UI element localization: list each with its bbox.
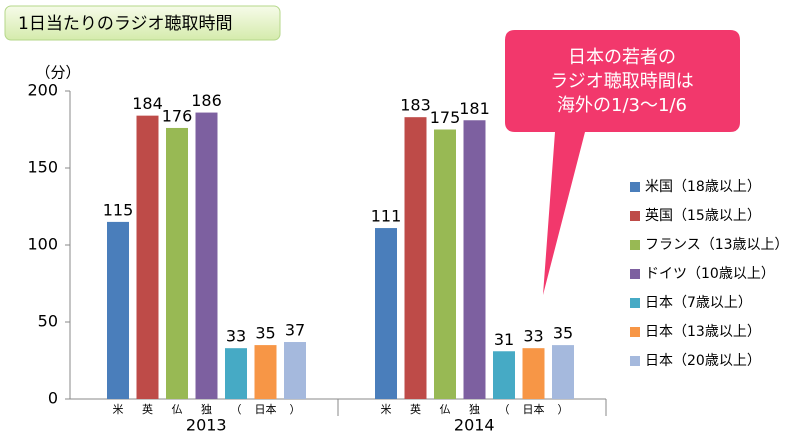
legend-swatch (630, 240, 640, 250)
legend-swatch (630, 182, 640, 192)
bar (166, 127, 188, 400)
x-tick-label: 2013 (186, 416, 227, 435)
legend-swatch (630, 269, 640, 279)
bar-label: （ (499, 403, 510, 416)
legend-label: ドイツ（10歳以上） (645, 266, 775, 282)
legend-label: 日本（13歳以上） (645, 324, 761, 340)
legend-swatch (630, 211, 640, 221)
data-label: 175 (430, 108, 461, 127)
bar-label: 英 (142, 402, 153, 416)
bar (522, 348, 545, 399)
bar (195, 112, 218, 399)
y-tick-label: 0 (48, 389, 58, 408)
bar (254, 345, 277, 399)
legend-label: 米国（18歳以上） (645, 179, 761, 195)
bar (375, 228, 397, 399)
bar (493, 351, 515, 399)
bar (463, 120, 486, 399)
data-label: 183 (400, 96, 431, 115)
bar-label: 独 (201, 403, 212, 416)
y-unit: （分） (35, 64, 80, 82)
data-label: 33 (226, 327, 246, 346)
data-label: 184 (132, 94, 163, 113)
legend-label: フランス（13歳以上） (645, 237, 789, 253)
bar (225, 348, 247, 399)
callout-text: 海外の1/3～1/6 (557, 95, 687, 116)
callout-text: 日本の若者の (568, 47, 676, 68)
y-tick-label: 100 (27, 235, 58, 254)
bar (107, 221, 129, 399)
legend-swatch (630, 298, 640, 308)
data-label: 115 (103, 200, 134, 219)
bar-label: （ (231, 403, 242, 416)
callout-text: ラジオ聴取時間は (550, 71, 694, 92)
bar-label: 米 (381, 403, 392, 416)
bar-label: 米 (113, 403, 124, 416)
legend-label: 日本（7歳以上） (645, 295, 752, 311)
bar-label: 日本 (255, 402, 277, 416)
data-label: 111 (371, 207, 402, 226)
bar-label: 日本 (523, 402, 545, 416)
y-tick-label: 50 (38, 312, 58, 331)
data-label: 176 (162, 106, 193, 125)
legend-swatch (630, 356, 640, 366)
data-label: 37 (285, 321, 305, 340)
bar (136, 115, 159, 399)
bar (552, 345, 574, 399)
legend-label: 英国（15歳以上） (645, 207, 761, 224)
data-label: 31 (494, 330, 514, 349)
title-box (4, 5, 281, 41)
bar (404, 117, 427, 400)
data-label: 181 (459, 99, 490, 118)
bar (284, 342, 306, 399)
data-label: 35 (255, 324, 275, 343)
legend-label: 日本（20歳以上） (645, 353, 761, 369)
data-label: 33 (523, 327, 543, 346)
bar (434, 129, 456, 399)
bar-label: ） (558, 403, 569, 416)
bar-label: 英 (410, 402, 421, 416)
chart-title: 1日当たりのラジオ聴取時間 (18, 14, 232, 34)
bar-label: 仏 (440, 403, 451, 416)
y-tick-label: 200 (27, 81, 58, 100)
y-tick-label: 150 (27, 158, 58, 177)
bar-label: ） (290, 403, 301, 416)
bar-label: 独 (469, 403, 480, 416)
bar-label: 仏 (172, 403, 183, 416)
data-label: 186 (191, 91, 222, 110)
legend-swatch (630, 327, 640, 337)
x-tick-label: 2014 (454, 416, 495, 435)
data-label: 35 (553, 324, 573, 343)
callout-box (505, 30, 740, 295)
